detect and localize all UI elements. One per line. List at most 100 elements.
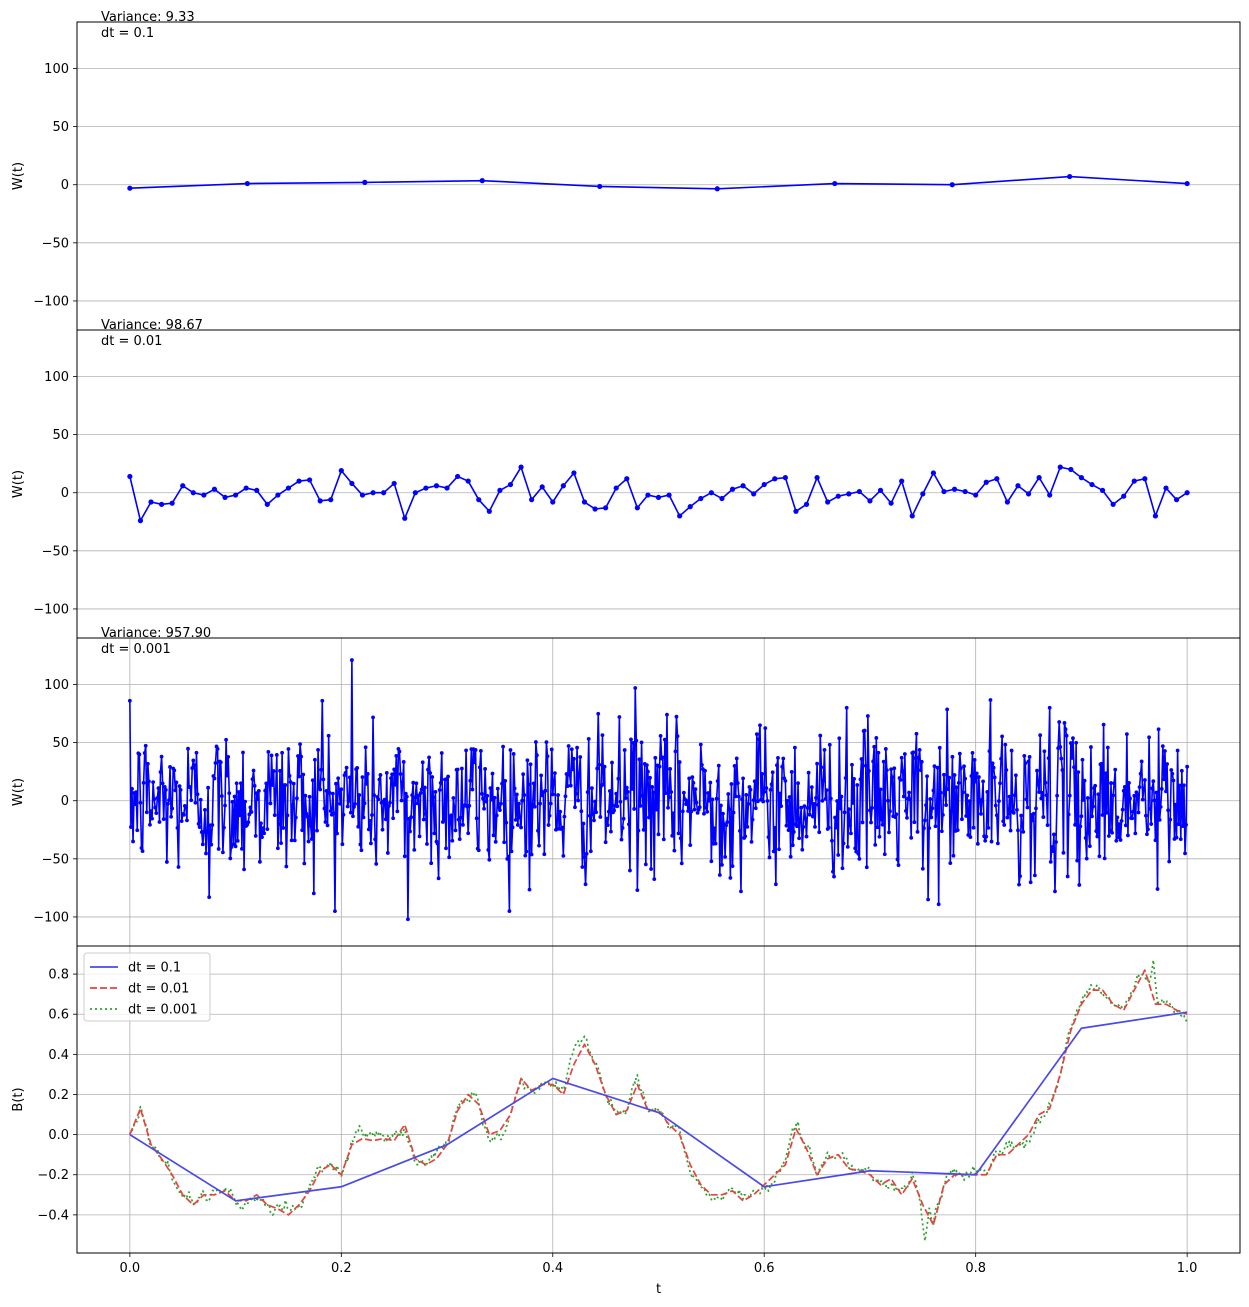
data-point [1040, 791, 1045, 795]
data-point [359, 492, 366, 498]
data-point [579, 809, 584, 814]
data-point [1015, 808, 1019, 812]
x-tick-label: 0.4 [542, 1261, 563, 1276]
data-point [708, 780, 713, 785]
data-point [739, 889, 743, 894]
data-point [1126, 833, 1130, 838]
data-point [424, 812, 428, 816]
data-point [633, 686, 638, 690]
data-point [1176, 822, 1181, 827]
data-point [1042, 749, 1047, 754]
data-point [658, 733, 663, 738]
data-point [820, 798, 825, 803]
data-point [1004, 768, 1009, 772]
data-point [603, 840, 608, 845]
data-point [1136, 810, 1141, 815]
data-point [544, 740, 549, 745]
data-point [715, 779, 720, 783]
data-point [852, 777, 856, 781]
data-point [290, 803, 295, 808]
data-point [617, 715, 622, 719]
data-point [196, 821, 201, 826]
data-point [735, 781, 740, 785]
data-point [877, 834, 882, 839]
data-point [806, 770, 811, 775]
data-point [661, 837, 666, 842]
x-tick-label: 0.2 [331, 1261, 352, 1276]
data-point [514, 792, 519, 797]
data-point [203, 807, 207, 812]
data-point [914, 731, 919, 736]
data-point [137, 518, 144, 524]
variance-annotation: Variance: 9.33 [101, 10, 195, 25]
data-point [363, 745, 368, 750]
data-point [624, 476, 630, 482]
data-point [461, 822, 465, 827]
data-point [1173, 802, 1178, 807]
data-point [149, 809, 153, 814]
data-point [1027, 754, 1032, 759]
data-point [133, 802, 138, 807]
data-point [457, 837, 462, 842]
legend: dt = 0.1 dt = 0.01 dt = 0.001 [83, 952, 211, 1022]
data-point [433, 483, 440, 489]
data-point [881, 759, 886, 764]
data-point [148, 499, 154, 505]
data-point [869, 820, 873, 825]
data-point [508, 748, 513, 752]
data-point [915, 829, 920, 834]
data-point [723, 855, 728, 859]
data-point [526, 782, 531, 787]
data-point [1130, 816, 1135, 821]
data-point [218, 760, 223, 765]
data-point [465, 478, 471, 484]
data-point [522, 793, 527, 797]
data-point [1047, 705, 1052, 710]
data-point [939, 829, 944, 834]
data-point [338, 801, 343, 806]
data-point [832, 874, 836, 879]
data-point [346, 798, 351, 803]
data-point [503, 779, 508, 783]
data-point [1164, 789, 1168, 794]
data-point [215, 747, 220, 751]
data-point [729, 486, 736, 492]
data-point [575, 745, 579, 750]
data-point [825, 499, 831, 505]
data-point [751, 491, 757, 497]
data-point [763, 726, 768, 731]
data-point [1168, 817, 1173, 822]
data-point [800, 847, 805, 852]
data-point [673, 749, 678, 754]
data-point [447, 855, 452, 860]
data-point [1090, 814, 1094, 819]
data-point [624, 785, 629, 790]
data-point [718, 803, 723, 808]
data-point [432, 831, 437, 836]
data-point [466, 831, 471, 836]
data-point [997, 799, 1001, 803]
data-point [451, 796, 456, 800]
data-point [888, 500, 894, 506]
data-point [341, 812, 346, 817]
data-point [271, 769, 276, 773]
data-point [1086, 831, 1091, 836]
data-point [158, 770, 163, 774]
data-point [1173, 497, 1180, 503]
data-point [947, 775, 952, 780]
data-point [581, 821, 586, 826]
data-point [786, 828, 791, 833]
data-point [899, 755, 904, 760]
data-point [641, 827, 646, 832]
data-point [270, 783, 275, 787]
data-point [768, 788, 773, 792]
data-point [362, 179, 368, 185]
data-point [895, 857, 900, 862]
data-point [896, 863, 901, 868]
data-point [160, 781, 165, 786]
data-point [495, 786, 500, 791]
data-point [429, 861, 434, 866]
data-point [131, 839, 135, 844]
data-point [666, 492, 672, 498]
data-point [1006, 811, 1011, 816]
